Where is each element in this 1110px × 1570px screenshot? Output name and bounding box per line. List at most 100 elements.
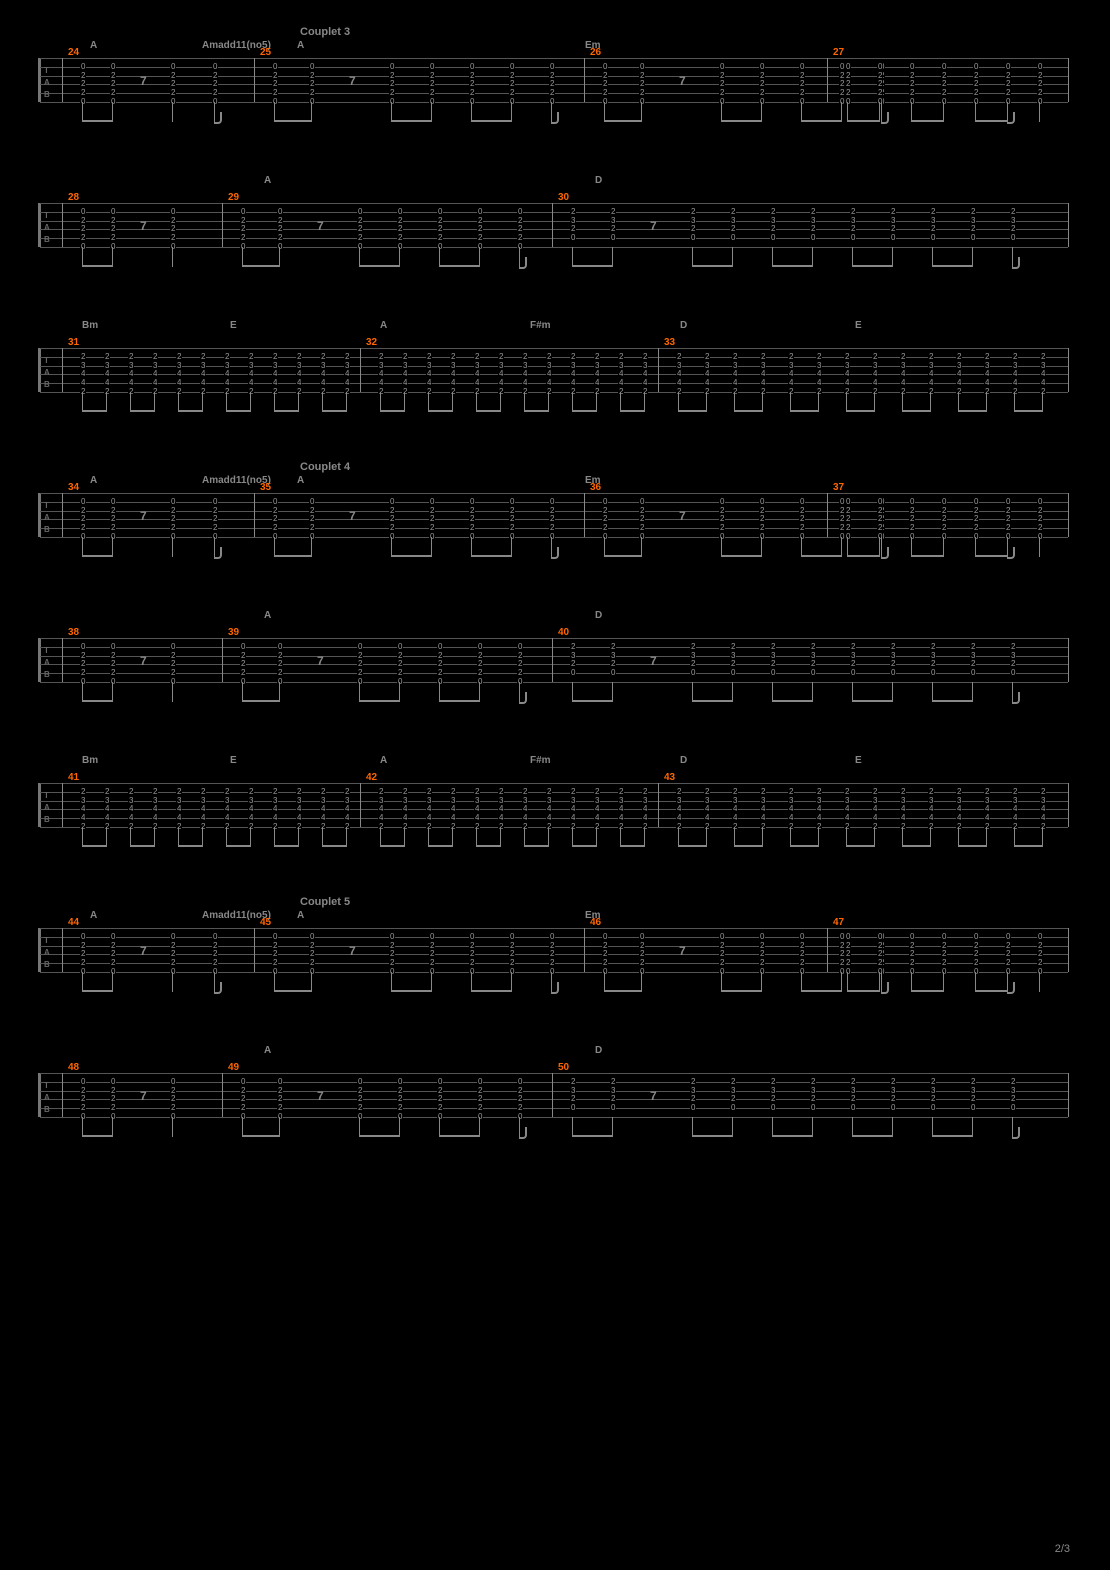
fret-number: 2: [477, 217, 483, 225]
note-stem: [511, 972, 512, 992]
fret-number: 2: [877, 72, 883, 80]
note-stem: [678, 392, 679, 412]
note-stem: [721, 102, 722, 122]
note-beam: [226, 410, 250, 412]
note-stem: [572, 1117, 573, 1137]
fret-number: 3: [1040, 797, 1046, 805]
chord-label: E: [230, 755, 237, 766]
fret-number: 2: [719, 89, 725, 97]
note-flag: [551, 982, 559, 994]
fret-number: 2: [248, 353, 254, 361]
fret-number: 2: [517, 1095, 523, 1103]
fret-number: 0: [272, 498, 278, 506]
barline: [658, 348, 659, 392]
fret-number: 2: [618, 353, 624, 361]
barline: [254, 928, 255, 972]
fret-number: 0: [170, 643, 176, 651]
fret-number: 2: [1012, 788, 1018, 796]
fret-number: 0: [850, 669, 856, 677]
note-beam: [274, 845, 298, 847]
fret-number: 2: [170, 669, 176, 677]
fret-number: 0: [810, 234, 816, 242]
fret-number: 0: [850, 1104, 856, 1112]
note-stem: [604, 972, 605, 992]
note-flag: [1012, 1127, 1020, 1139]
fret-number: 4: [378, 814, 384, 822]
fret-number: 2: [272, 524, 278, 532]
fret-number: 4: [522, 370, 528, 378]
fret-number: 2: [970, 208, 976, 216]
measure-number: 46: [590, 917, 601, 928]
fret-number: 2: [570, 660, 576, 668]
fret-number: 2: [799, 950, 805, 958]
fret-number: 4: [928, 814, 934, 822]
tab-clef-letter: A: [44, 658, 50, 667]
barline: [254, 493, 255, 537]
note-flag: [881, 112, 889, 124]
rest-symbol: 7: [140, 654, 147, 668]
fret-number: 2: [759, 507, 765, 515]
fret-number: 0: [397, 643, 403, 651]
note-stem: [404, 827, 405, 847]
fret-number: 0: [437, 643, 443, 651]
fret-number: 4: [788, 379, 794, 387]
fret-number: 3: [248, 797, 254, 805]
tab-clef-letter: B: [44, 960, 50, 969]
fret-number: 0: [509, 933, 515, 941]
fret-number: 4: [704, 370, 710, 378]
fret-number: 4: [128, 370, 134, 378]
tab-system: BmEAF#mDETAB4123442234422344223442234422…: [40, 755, 1070, 860]
fret-number: 2: [690, 660, 696, 668]
note-beam: [975, 120, 1007, 122]
fret-number: 0: [212, 63, 218, 71]
note-stem: [732, 682, 733, 702]
fret-number: 4: [296, 814, 302, 822]
note-beam: [772, 265, 812, 267]
note-stem: [958, 827, 959, 847]
note-beam: [428, 845, 452, 847]
measure-number: 44: [68, 917, 79, 928]
fret-number: 3: [272, 362, 278, 370]
fret-number: 2: [397, 660, 403, 668]
fret-number: 2: [730, 660, 736, 668]
fret-number: 2: [941, 524, 947, 532]
note-stem: [274, 392, 275, 412]
fret-number: 4: [816, 370, 822, 378]
fret-number: 2: [477, 1095, 483, 1103]
fret-number: 0: [639, 63, 645, 71]
note-beam: [82, 410, 106, 412]
fret-number: 0: [469, 498, 475, 506]
chord-label: A: [297, 475, 304, 486]
fret-number: 4: [378, 379, 384, 387]
fret-number: 3: [816, 797, 822, 805]
note-beam: [476, 845, 500, 847]
note-stem: [298, 392, 299, 412]
fret-number: 2: [212, 959, 218, 967]
note-stem: [548, 392, 549, 412]
note-beam: [847, 990, 879, 992]
fret-number: 2: [426, 353, 432, 361]
fret-number: 2: [170, 959, 176, 967]
fret-number: 2: [240, 652, 246, 660]
fret-number: 2: [850, 643, 856, 651]
fret-number: 2: [170, 1087, 176, 1095]
tablature-page: Couplet 3AAmadd11(no5)AEmTAB240222002220…: [0, 0, 1110, 1210]
fret-number: 4: [344, 379, 350, 387]
note-stem: [596, 392, 597, 412]
rhythm-row: [40, 827, 1070, 857]
fret-number: 3: [690, 1087, 696, 1095]
fret-number: 4: [816, 379, 822, 387]
note-stem: [431, 537, 432, 557]
fret-number: 2: [110, 217, 116, 225]
fret-number: 3: [498, 797, 504, 805]
fret-number: 2: [690, 208, 696, 216]
fret-number: 2: [110, 652, 116, 660]
fret-number: 4: [378, 805, 384, 813]
fret-number: 2: [1005, 515, 1011, 523]
fret-number: 3: [200, 362, 206, 370]
fret-number: 2: [309, 515, 315, 523]
fret-number: 0: [240, 1078, 246, 1086]
fret-number: 2: [80, 1104, 86, 1112]
fret-number: 4: [844, 370, 850, 378]
chord-label: A: [264, 1045, 271, 1056]
